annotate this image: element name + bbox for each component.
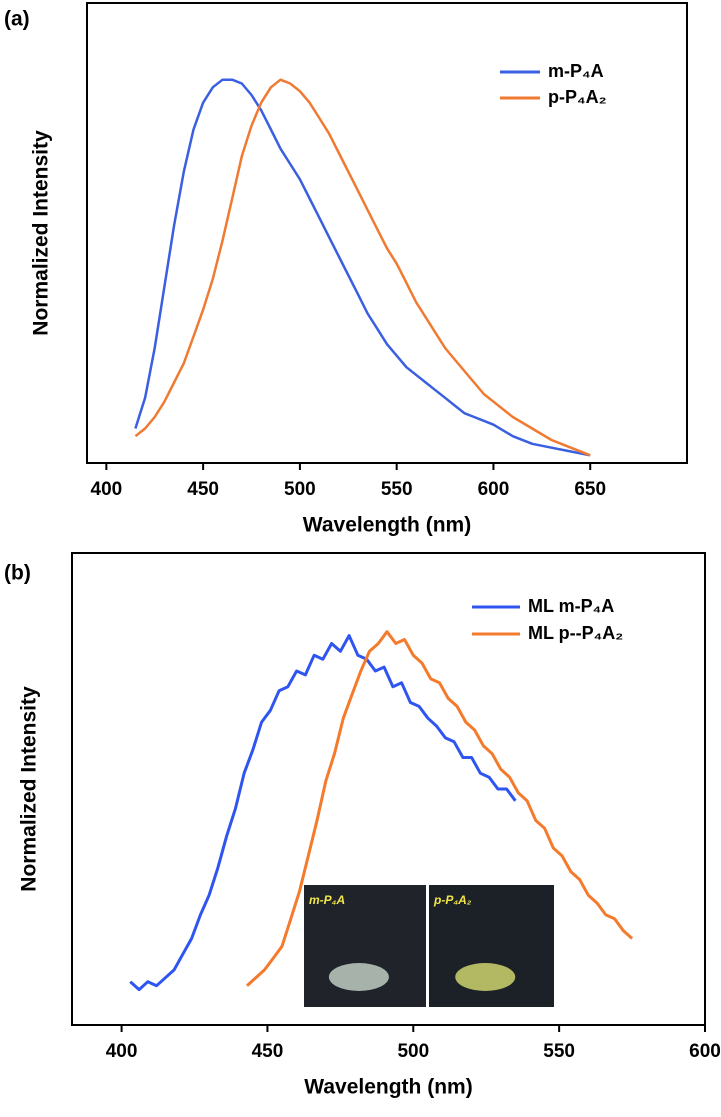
series-line (245, 630, 634, 987)
x-tick-label: 500 (397, 1041, 429, 1062)
legend-label: ML m-P₄A (528, 596, 614, 616)
legend-label: ML p--P₄A₂ (528, 623, 623, 643)
panel-label: (b) (4, 562, 31, 585)
x-tick-label: 400 (106, 1041, 138, 1062)
x-tick-label: 400 (91, 479, 123, 500)
panel-label: (a) (4, 8, 30, 31)
x-tick-label: 450 (252, 1041, 284, 1062)
x-tick-label: 600 (689, 1041, 721, 1062)
plot-frame (71, 552, 706, 1026)
x-axis-label: Wavelength (nm) (304, 1076, 472, 1099)
plot-frame (86, 2, 688, 464)
x-tick-label: 650 (574, 479, 606, 500)
x-tick-label: 450 (187, 479, 219, 500)
inset-glow (455, 963, 516, 991)
x-tick-label: 550 (543, 1041, 575, 1062)
series-line (134, 78, 591, 457)
x-axis-label: Wavelength (nm) (303, 514, 471, 537)
inset-label: m-P₄A (309, 893, 345, 907)
x-tick-label: 550 (381, 479, 413, 500)
y-axis-label: Normalized Intensity (18, 686, 41, 892)
inset-glow (328, 963, 389, 991)
legend-label: p-P₄A₂ (548, 87, 607, 107)
y-axis-label: Normalized Intensity (30, 130, 53, 336)
x-tick-label: 500 (284, 479, 316, 500)
inset-label: p-P₄A₂ (433, 893, 472, 907)
legend-label: m-P₄A (548, 61, 604, 81)
series-line (129, 634, 517, 992)
series-line (134, 78, 591, 457)
x-tick-label: 600 (478, 479, 510, 500)
